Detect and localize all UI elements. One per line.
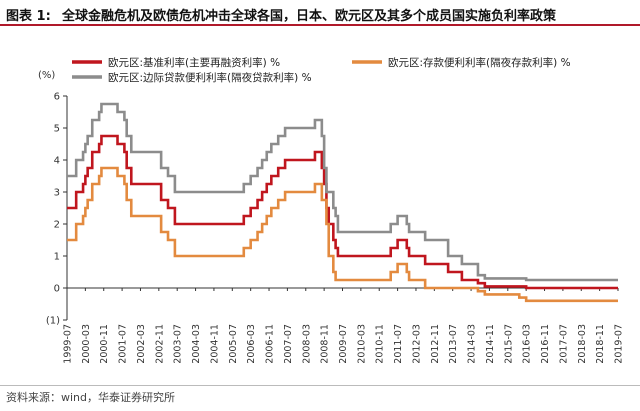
x-tick-label: 2006-11	[265, 324, 276, 364]
x-tick-label: 2014-11	[485, 324, 496, 364]
x-tick-label: 2006-03	[246, 324, 257, 364]
figure-title: 全球金融危机及欧债危机冲击全球各国，日本、欧元区及其多个成员国实施负利率政策	[62, 9, 557, 24]
x-tick-label: 2005-07	[228, 324, 239, 364]
figure-title-bar: 图表 1: 全球金融危机及欧债危机冲击全球各国，日本、欧元区及其多个成员国实施负…	[0, 0, 640, 26]
x-tick-label: 2008-03	[301, 324, 312, 364]
x-tick-label: 2004-03	[191, 324, 202, 364]
x-tick-label: 2004-11	[209, 324, 220, 364]
x-tick-label: 2018-11	[595, 324, 606, 364]
rate-chart: (%) (1) 0 1 2 3 4 5 6 1999-07 2000-03 2000-11 2001-0…	[38, 56, 625, 364]
x-tick-label: 2013-07	[448, 324, 459, 364]
x-tick-label: 2018-03	[577, 324, 588, 364]
y-tick-label: 4	[54, 156, 60, 167]
footer-rule	[0, 385, 640, 386]
x-tick-label: 2011-07	[393, 324, 404, 364]
x-tick-label: 2010-11	[375, 324, 386, 364]
x-tick-label: 2015-07	[503, 324, 514, 364]
y-tick-label: 0	[54, 284, 60, 295]
series-line-1	[67, 134, 618, 290]
legend-label-3: 欧元区:边际贷款便利利率(隔夜贷款利率) %	[108, 71, 312, 84]
chart-series	[67, 102, 618, 303]
x-tick-label: 2003-07	[173, 324, 184, 364]
y-unit-label: (%)	[38, 70, 55, 81]
series-line-2	[67, 166, 618, 303]
y-tick-label: (1)	[46, 316, 60, 327]
legend-label-2: 欧元区:存款便利利率(隔夜存款利率) %	[388, 56, 571, 69]
x-tick-label: 2000-11	[99, 324, 110, 364]
x-tick-label: 2016-03	[522, 324, 533, 364]
y-tick-label: 6	[54, 92, 60, 103]
x-tick-label: 2014-03	[467, 324, 478, 364]
x-tick-label: 2000-03	[81, 324, 92, 364]
y-tick-label: 5	[54, 124, 60, 135]
x-tick-label: 2001-07	[118, 324, 129, 364]
x-tick-label: 2008-11	[320, 324, 331, 364]
x-tick-label: 2012-03	[411, 324, 422, 364]
figure-label: 图表 1:	[6, 9, 51, 24]
y-tick-label: 1	[54, 252, 60, 263]
y-tick-label: 2	[54, 220, 60, 231]
chart-legend: 欧元区:基准利率(主要再融资利率) % 欧元区:存款便利利率(隔夜存款利率) % 欧…	[72, 56, 571, 84]
x-tick-label: 2010-03	[356, 324, 367, 364]
x-tick-label: 2002-03	[136, 324, 147, 364]
legend-label-1: 欧元区:基准利率(主要再融资利率) %	[108, 56, 280, 69]
x-tick-label: 2019-07	[614, 324, 625, 364]
x-tick-label: 1999-07	[63, 324, 74, 364]
x-tick-label: 2012-11	[430, 324, 441, 364]
x-tick-label: 2009-07	[338, 324, 349, 364]
series-line-3	[67, 102, 618, 282]
x-tick-label: 2002-11	[154, 324, 165, 364]
x-tick-label: 2007-07	[283, 324, 294, 364]
x-tick-label: 2016-11	[540, 324, 551, 364]
y-tick-label: 3	[54, 188, 60, 199]
chart-axes: (%) (1) 0 1 2 3 4 5 6 1999-07 2000-03 2000-11 2001-0…	[38, 70, 625, 364]
x-tick-label: 2017-07	[558, 324, 569, 364]
source-note: 资料来源：wind，华泰证券研究所	[6, 391, 176, 404]
